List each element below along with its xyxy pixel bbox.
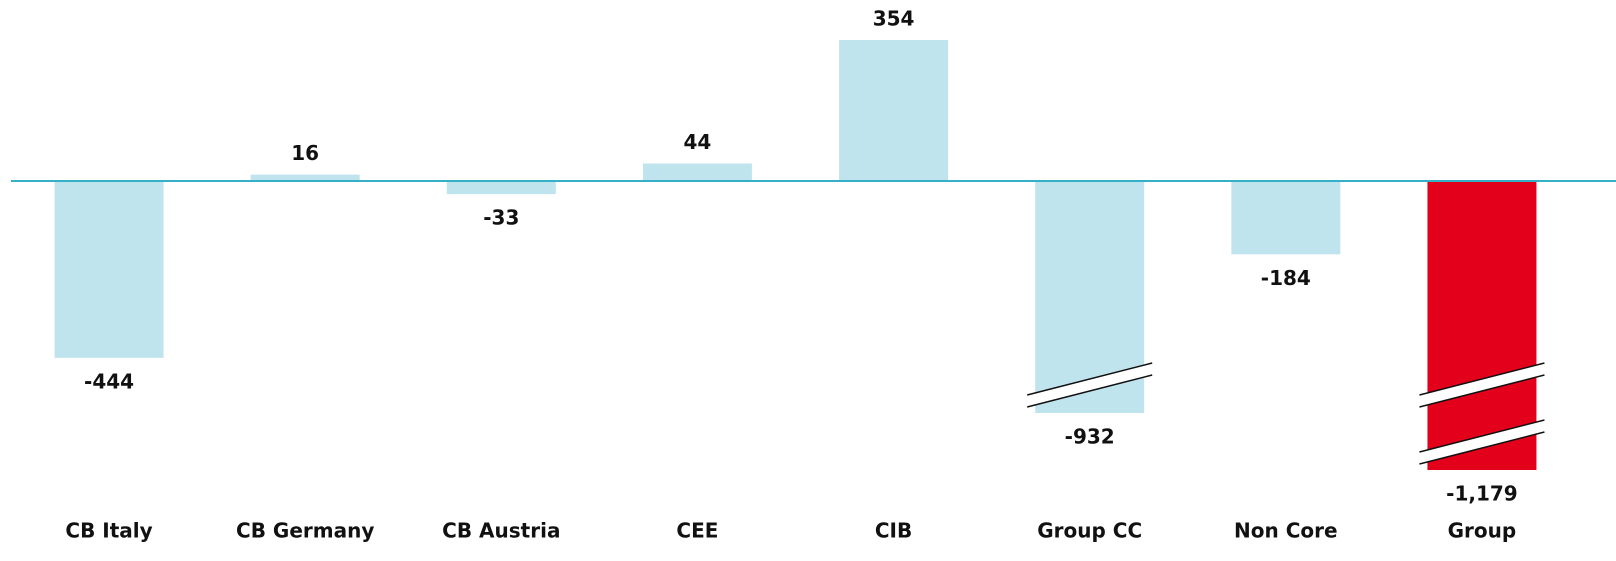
- x-tick-label: Group: [1448, 519, 1517, 543]
- value-label: 16: [291, 141, 319, 165]
- bar: [839, 40, 949, 181]
- axis-break: [1419, 420, 1545, 464]
- axis-break-line: [1027, 374, 1153, 408]
- bar: [446, 181, 556, 195]
- x-tick-label: Non Core: [1234, 519, 1338, 543]
- value-label: -932: [1065, 425, 1115, 449]
- value-label: 44: [684, 130, 712, 154]
- axis-break-line: [1419, 419, 1545, 453]
- x-tick-label: CB Austria: [442, 519, 560, 543]
- bar: [250, 174, 360, 181]
- bar: [1231, 181, 1341, 255]
- value-label: -33: [483, 206, 519, 230]
- axis-break: [1419, 363, 1545, 407]
- value-label: -1,179: [1446, 482, 1518, 506]
- value-label: -184: [1261, 266, 1311, 290]
- value-label: 354: [873, 7, 915, 31]
- value-label: -444: [84, 369, 134, 393]
- bar: [54, 181, 164, 358]
- bar: [1427, 181, 1537, 470]
- x-tick-label: CEE: [676, 519, 718, 543]
- axis-break-line: [1027, 362, 1153, 396]
- bar: [642, 163, 752, 181]
- axis-break-line: [1419, 374, 1545, 408]
- axis-break: [1027, 363, 1153, 407]
- x-tick-label: CB Germany: [236, 519, 374, 543]
- axis-break-line: [1419, 362, 1545, 396]
- axis-break-line: [1419, 431, 1545, 465]
- x-tick-label: CIB: [875, 519, 912, 543]
- x-tick-label: Group CC: [1037, 519, 1142, 543]
- x-tick-label: CB Italy: [65, 519, 152, 543]
